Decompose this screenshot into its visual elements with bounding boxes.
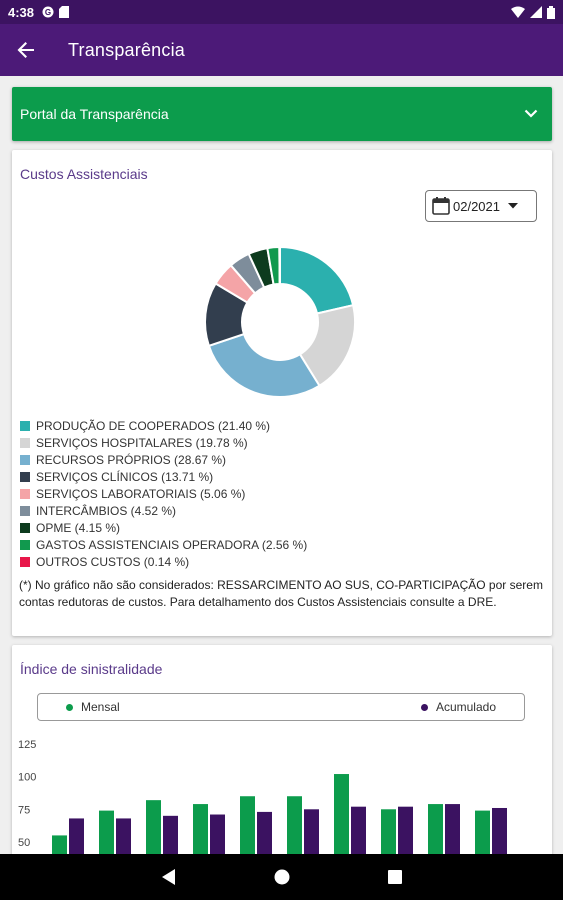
calendar-icon (431, 196, 451, 216)
google-icon: G (42, 6, 54, 18)
donut-slice (279, 245, 355, 315)
costs-donut-chart (204, 245, 356, 398)
costs-note: (*) No gráfico não são considerados: RES… (19, 578, 543, 609)
bar-acumulado (304, 809, 319, 865)
bar-acumulado (257, 811, 272, 865)
legend-label: SERVIÇOS CLÍNICOS (13.71 %) (36, 469, 214, 484)
costs-card-title: Custos Assistenciais (20, 166, 148, 182)
bar-mensal (99, 810, 114, 865)
legend-label: OUTROS CUSTOS (0.14 %) (36, 554, 190, 569)
bar-acumulado (69, 818, 84, 865)
battery-icon (547, 5, 555, 19)
legend-swatch (20, 437, 30, 448)
series-legend-mensal-label: Mensal (81, 700, 120, 714)
bar-mensal (146, 800, 161, 865)
legend-swatch (20, 505, 30, 516)
legend-item: GASTOS ASSISTENCIAIS OPERADORA (2.56 %) (20, 536, 540, 553)
date-selector[interactable]: 02/2021 (425, 190, 537, 222)
bar-acumulado (445, 804, 460, 865)
loss-ratio-title: Índice de sinistralidade (20, 661, 163, 677)
legend-swatch (20, 454, 30, 465)
legend-item: INTERCÂMBIOS (4.52 %) (20, 502, 540, 519)
status-bar: 4:38 G (0, 0, 563, 24)
recents-square-icon[interactable] (387, 870, 402, 884)
bar-mensal (475, 810, 490, 865)
bar-mensal (428, 804, 443, 865)
y-tick-label: 100 (18, 772, 36, 784)
bar-acumulado (210, 814, 225, 865)
wifi-icon (511, 6, 525, 18)
sim-icon (59, 6, 70, 18)
bar-mensal (240, 796, 255, 865)
app-bar: Transparência (0, 24, 563, 76)
back-button[interactable] (0, 24, 52, 76)
date-value: 02/2021 (453, 198, 500, 214)
series-legend-acumulado: Acumulado (420, 700, 496, 714)
mensal-dot (66, 703, 73, 711)
series-legend-acumulado-label: Acumulado (435, 700, 496, 714)
bar-acumulado (163, 815, 178, 865)
legend-item: SERVIÇOS LABORATORIAIS (5.06 %) (20, 485, 540, 502)
costs-card: Custos Assistenciais 02/2021 PRODUÇÃO DE… (12, 150, 552, 636)
svg-text:G: G (45, 8, 51, 17)
series-legend-mensal: Mensal (66, 700, 120, 714)
legend-swatch (20, 488, 30, 499)
bar-mensal (334, 774, 349, 865)
y-tick-label: 125 (18, 739, 36, 751)
costs-legend: PRODUÇÃO DE COOPERADOS (21.40 %) SERVIÇOS… (20, 417, 540, 570)
legend-label: PRODUÇÃO DE COOPERADOS (21.40 %) (36, 418, 271, 433)
portal-expander[interactable]: Portal da Transparência (12, 87, 552, 141)
legend-label: GASTOS ASSISTENCIAIS OPERADORA (2.56 %) (36, 537, 308, 552)
legend-item: OPME (4.15 %) (20, 519, 540, 536)
bar-acumulado (398, 806, 413, 865)
page-title: Transparência (68, 39, 185, 60)
home-circle-icon[interactable] (274, 869, 290, 885)
caret-down-icon (508, 203, 518, 209)
legend-swatch (20, 471, 30, 482)
loss-ratio-card: Índice de sinistralidade Mensal Acumulad… (12, 645, 552, 865)
legend-label: INTERCÂMBIOS (4.52 %) (36, 503, 177, 518)
y-tick-label: 75 (18, 804, 30, 816)
chevron-down-icon[interactable] (518, 101, 544, 127)
y-tick-label: 50 (18, 837, 30, 849)
acumulado-dot (420, 703, 428, 711)
legend-swatch (20, 522, 30, 533)
bar-mensal (193, 804, 208, 865)
donut-slice (207, 332, 321, 398)
legend-swatch (20, 539, 30, 550)
legend-swatch (20, 420, 30, 431)
legend-swatch (20, 556, 30, 567)
legend-item: PRODUÇÃO DE COOPERADOS (21.40 %) (20, 417, 540, 434)
status-time: 4:38 (8, 4, 35, 20)
back-triangle-icon[interactable] (161, 869, 176, 885)
arrow-back-icon (17, 42, 34, 58)
donut-slice (278, 245, 281, 286)
legend-item: SERVIÇOS CLÍNICOS (13.71 %) (20, 468, 540, 485)
legend-label: OPME (4.15 %) (36, 520, 121, 535)
legend-label: RECURSOS PRÓPRIOS (28.67 %) (36, 452, 227, 467)
legend-label: SERVIÇOS HOSPITALARES (19.78 %) (36, 435, 248, 450)
nav-bar (0, 854, 563, 900)
legend-item: OUTROS CUSTOS (0.14 %) (20, 553, 540, 570)
bar-acumulado (116, 818, 131, 865)
legend-label: SERVIÇOS LABORATORIAIS (5.06 %) (36, 486, 246, 501)
series-legend: Mensal Acumulado (37, 693, 525, 721)
bar-mensal (381, 809, 396, 865)
legend-item: SERVIÇOS HOSPITALARES (19.78 %) (20, 434, 540, 451)
portal-title: Portal da Transparência (20, 106, 169, 122)
legend-item: RECURSOS PRÓPRIOS (28.67 %) (20, 451, 540, 468)
bar-acumulado (492, 807, 507, 865)
loss-ratio-bar-chart: 125 100 75 50 (18, 739, 507, 865)
bar-acumulado (351, 806, 366, 865)
bar-mensal (287, 796, 302, 865)
signal-icon (530, 6, 542, 18)
